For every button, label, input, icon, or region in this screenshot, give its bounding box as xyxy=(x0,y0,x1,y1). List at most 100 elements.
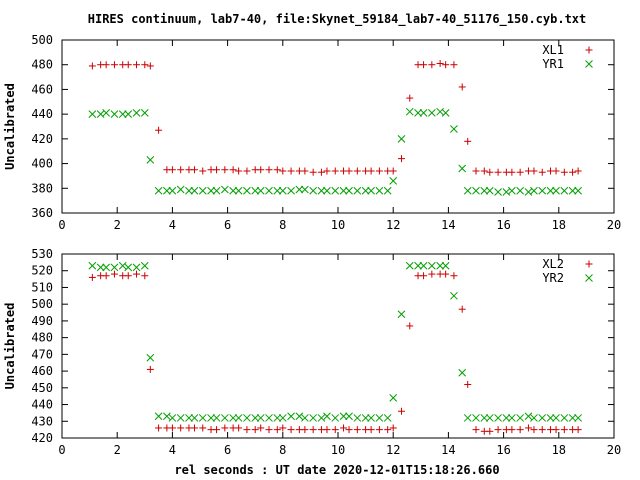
data-point xyxy=(88,62,96,70)
data-point xyxy=(389,167,397,175)
data-point xyxy=(146,62,154,70)
data-point xyxy=(155,126,163,134)
data-point xyxy=(458,368,467,377)
data-point xyxy=(155,424,163,432)
data-point xyxy=(472,186,480,195)
data-point xyxy=(220,185,229,194)
data-point xyxy=(552,186,560,195)
data-point xyxy=(243,186,251,195)
legend-marker xyxy=(585,60,593,68)
data-point xyxy=(397,407,405,415)
y-axis-label: Uncalibrated xyxy=(3,83,17,170)
data-point xyxy=(560,414,569,422)
y-tick-label: 480 xyxy=(31,58,53,72)
x-tick-label: 20 xyxy=(607,218,621,232)
data-point xyxy=(212,414,221,422)
data-point xyxy=(141,272,149,280)
data-point xyxy=(464,137,472,145)
data-point xyxy=(309,168,317,176)
data-point xyxy=(538,426,546,434)
x-tick-label: 8 xyxy=(279,443,286,457)
x-tick-label: 12 xyxy=(386,218,400,232)
data-point xyxy=(199,424,207,432)
data-point xyxy=(516,168,524,176)
data-point xyxy=(516,414,525,422)
data-point xyxy=(427,261,436,270)
data-point xyxy=(265,426,273,434)
data-point xyxy=(538,414,547,422)
data-point xyxy=(463,186,472,195)
x-tick-label: 10 xyxy=(331,218,345,232)
data-point xyxy=(419,109,428,117)
data-point xyxy=(185,186,193,195)
data-point xyxy=(317,414,326,422)
data-point xyxy=(397,155,405,163)
data-point xyxy=(235,167,243,175)
data-point xyxy=(530,167,538,175)
data-point xyxy=(494,168,502,176)
data-point xyxy=(207,414,215,422)
data-point xyxy=(168,424,176,432)
data-point xyxy=(389,394,398,402)
y-tick-label: 460 xyxy=(31,82,53,96)
data-point xyxy=(102,61,110,69)
x-tick-label: 18 xyxy=(552,218,566,232)
data-point xyxy=(257,166,265,174)
data-point xyxy=(420,272,428,280)
data-point xyxy=(251,426,259,434)
data-point xyxy=(450,272,458,280)
data-point xyxy=(574,414,582,422)
data-point xyxy=(353,414,362,422)
x-tick-label: 18 xyxy=(552,443,566,457)
data-point xyxy=(552,426,560,434)
data-point xyxy=(552,167,560,175)
data-point xyxy=(243,167,251,175)
data-point xyxy=(273,186,282,195)
data-point xyxy=(102,272,110,280)
data-point xyxy=(256,414,265,422)
data-point xyxy=(353,167,361,175)
data-point xyxy=(146,353,155,362)
data-point xyxy=(301,167,309,175)
data-point xyxy=(485,414,494,422)
data-point xyxy=(361,186,370,195)
data-point xyxy=(419,261,428,270)
data-point xyxy=(397,135,406,143)
data-point xyxy=(213,426,221,434)
data-point xyxy=(221,424,229,432)
data-point xyxy=(273,166,281,174)
data-point xyxy=(301,185,309,194)
data-point xyxy=(384,426,392,434)
y-tick-label: 470 xyxy=(31,347,53,361)
data-point xyxy=(345,167,353,175)
x-tick-label: 4 xyxy=(169,218,176,232)
data-point xyxy=(110,270,118,278)
data-point xyxy=(287,167,295,175)
x-tick-label: 2 xyxy=(114,443,121,457)
legend-label: XL2 xyxy=(542,257,564,271)
data-point xyxy=(516,186,525,195)
data-point xyxy=(102,109,111,117)
data-point xyxy=(345,426,353,434)
data-point xyxy=(375,167,383,175)
series-xl2 xyxy=(88,270,582,435)
data-point xyxy=(480,167,488,175)
data-point xyxy=(301,414,309,422)
x-tick-label: 6 xyxy=(224,443,231,457)
data-point xyxy=(273,414,282,422)
chart-title: HIRES continuum, lab7-40, file:Skynet_59… xyxy=(88,12,587,27)
data-point xyxy=(133,270,141,278)
data-point xyxy=(213,166,221,174)
data-point xyxy=(367,186,375,195)
data-point xyxy=(494,426,502,434)
data-point xyxy=(345,186,353,195)
data-point xyxy=(361,414,370,422)
top-panel: 0 2 4 6 8 10 12 14 16 18 20 360 380 400 420 440 460 480 50… xyxy=(3,33,621,232)
data-point xyxy=(141,61,149,69)
data-point xyxy=(414,109,422,117)
data-point xyxy=(450,125,458,133)
data-point xyxy=(508,186,516,195)
x-tick-label: 4 xyxy=(169,443,176,457)
data-point xyxy=(207,186,215,195)
